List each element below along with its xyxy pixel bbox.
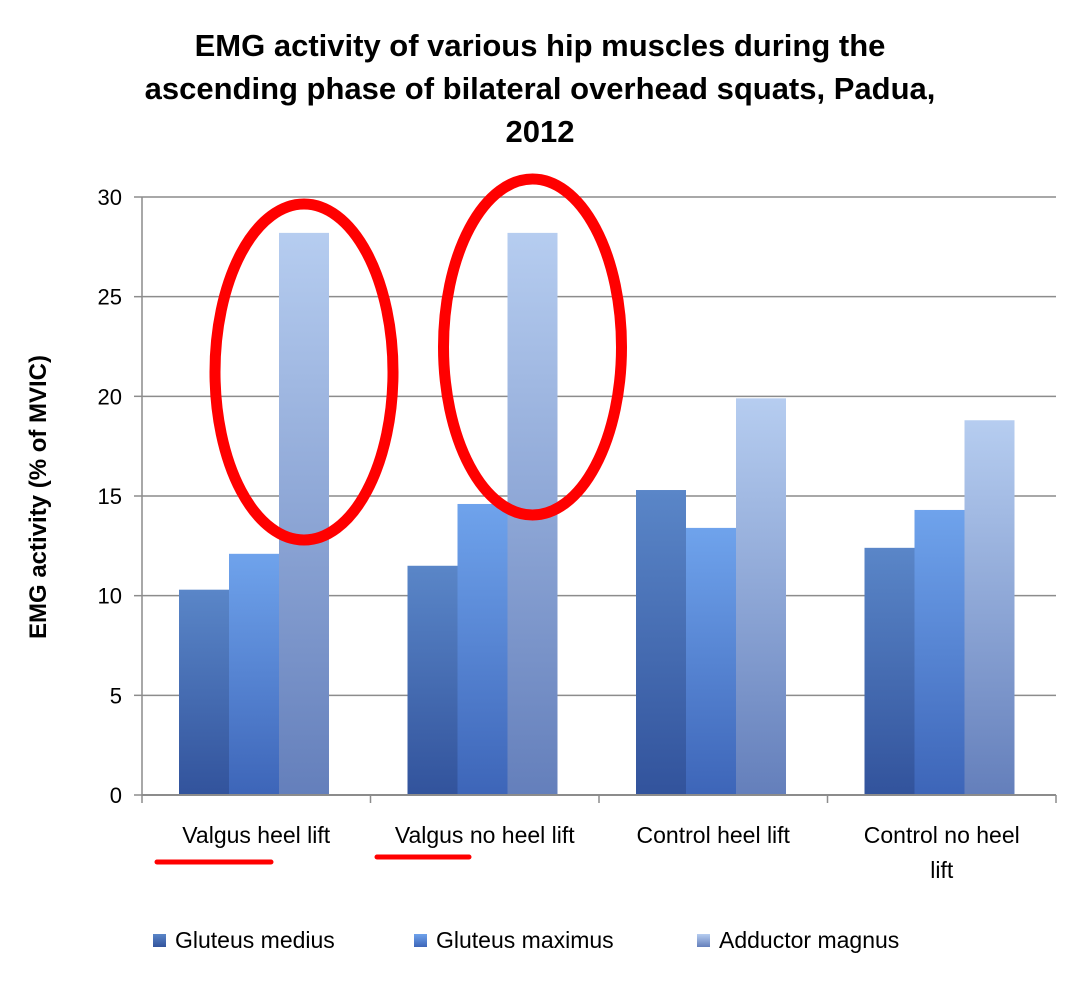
x-tick-label: Valgus no heel lift [395,822,575,848]
chart-title-line: ascending phase of bilateral overhead sq… [145,71,936,106]
y-tick-label: 5 [110,683,122,708]
bar-gluteus-medius [407,565,458,795]
bar-gluteus-medius [636,490,686,795]
bar-adductor-magnus [736,398,786,795]
legend-label: Adductor magnus [719,927,899,953]
chart-title-line: 2012 [506,114,575,149]
bar-gluteus-maximus [686,527,736,795]
y-tick-label: 20 [98,384,122,409]
x-tick-label: lift [930,857,954,883]
bar-adductor-magnus [279,232,329,795]
bars [179,232,1015,795]
y-axis-ticks: 0 5 10 15 20 25 30 [98,185,142,808]
y-axis-label: EMG activity (% of MVIC) [25,355,52,639]
annotations [154,173,627,865]
legend: Gluteus medius Gluteus maximus Adductor ma… [153,927,899,953]
y-tick-label: 10 [98,584,122,609]
legend-label: Gluteus medius [175,927,335,953]
legend-swatch [697,934,710,947]
y-tick-label: 25 [98,285,122,310]
y-tick-label: 30 [98,185,122,210]
x-axis [141,197,1057,803]
x-tick-label: Valgus heel lift [182,822,330,848]
legend-swatch [414,934,427,947]
annotation-ellipse [438,173,627,521]
chart-title-line: EMG activity of various hip muscles duri… [195,28,886,63]
x-axis-tick-labels: Valgus heel lift Valgus no heel lift Contr… [182,822,1019,883]
bar-gluteus-maximus [914,509,965,795]
y-tick-label: 15 [98,484,122,509]
bar-gluteus-medius [179,589,229,795]
chart-title: EMG activity of various hip muscles duri… [145,28,936,149]
bar-gluteus-medius [864,547,915,795]
x-tick-label: Control no heel [864,822,1020,848]
legend-label: Gluteus maximus [436,927,614,953]
bar-adductor-magnus [964,420,1015,795]
bar-gluteus-maximus [229,553,279,795]
legend-swatch [153,934,166,947]
x-tick-label: Control heel lift [637,822,791,848]
annotation-ellipse [209,198,399,546]
bar-gluteus-maximus [457,503,508,795]
y-tick-label: 0 [110,783,122,808]
